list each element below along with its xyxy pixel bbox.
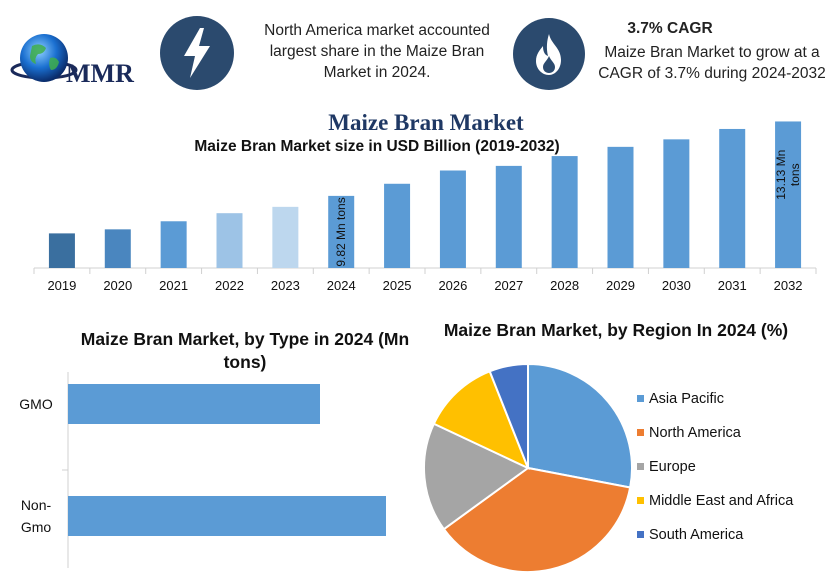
legend-swatch [637,395,644,402]
pie-slice-europe [423,422,530,531]
legend-label: South America [649,527,744,543]
legend-item: North America [637,425,742,441]
bar-2019 [48,233,75,268]
main-chart-title: Maize Bran Market [328,110,524,135]
x-tick-label: 2020 [103,278,132,293]
bar-2022 [216,213,243,268]
legend-label: Europe [649,459,696,475]
x-tick-label: 2019 [47,278,76,293]
legend-swatch [637,497,644,504]
bar-2028 [551,156,578,268]
legend-item: Europe [637,459,696,475]
main-chart-subtitle: Maize Bran Market size in USD Billion (2… [194,138,560,155]
mmr-logo: MMR [10,28,150,92]
bar-annotation: 13.13 Mn tons [774,150,802,200]
legend-item: Asia Pacific [637,391,724,407]
bar-2024 [328,195,355,268]
bar-2021 [160,221,187,268]
pie-slice-south-america [488,362,529,469]
x-tick-label: 2027 [494,278,523,293]
type-category-label: Non- [21,497,52,513]
lightning-bolt-icon [184,28,210,78]
x-tick-label: 2024 [327,278,356,293]
x-tick-label: 2029 [606,278,635,293]
x-tick-label: 2022 [215,278,244,293]
legend-swatch [637,531,644,538]
annotation-text: 9.82 Mn tons [334,197,348,266]
flame-badge [513,18,585,90]
globe-icon [20,34,68,82]
market-size-bar-chart: 2019 2020 2021 2022 2023 2024 2025 2026 2027 2028… [33,121,817,293]
bar-2031 [719,128,746,268]
legend-label: Middle East and Africa [649,493,794,509]
region-pie-chart: Asia Pacific North America Europe Middle Ea… [423,362,794,573]
bar-2020 [104,229,131,268]
bar-2025 [384,183,411,268]
x-tick-label: 2021 [159,278,188,293]
x-tick-label: 2023 [271,278,300,293]
cagr-note: Maize Bran Market to grow at a CAGR of 3… [598,44,826,82]
type-bar-gmo [68,384,320,424]
x-tick-label: 2030 [662,278,691,293]
annotation-text: tons [788,163,802,186]
pie-slice-north-america [442,466,632,573]
legend-swatch [637,429,644,436]
flame-icon [536,34,561,75]
x-tick-label: 2025 [383,278,412,293]
x-tick-label: 2032 [774,278,803,293]
cagr-title: 3.7% CAGR [627,20,713,37]
x-tick-label: 2031 [718,278,747,293]
legend-label: North America [649,425,742,441]
legend-swatch [637,463,644,470]
pie-slice-middle-east-and-africa [432,370,530,470]
pie-slice-asia-pacific [527,362,633,489]
legend-item: Middle East and Africa [637,493,794,509]
type-category-label: GMO [19,396,53,412]
logo-text: MMR [66,59,134,88]
bar-2029 [607,146,634,268]
x-tick-label: 2026 [438,278,467,293]
bar-2032 [775,121,802,268]
type-bar-non-gmo [68,496,386,536]
bar-2023 [272,206,299,268]
legend-label: Asia Pacific [649,391,724,407]
north-america-note: North America market accounted largest s… [264,22,490,81]
type-bar-chart: GMO Non- Gmo [19,372,386,568]
lightning-bolt-badge [160,16,234,90]
bar-2030 [663,139,690,268]
x-tick-label: 2028 [550,278,579,293]
legend-item: South America [637,527,744,543]
bar-2026 [439,170,466,268]
type-chart-title: Maize Bran Market, by Type in 2024 (Mn t… [80,329,410,372]
region-chart-title: Maize Bran Market, by Region In 2024 (%) [443,320,789,340]
bar-annotation: 9.82 Mn tons [334,197,348,266]
bar-2027 [495,165,522,268]
type-category-label: Gmo [21,519,52,535]
annotation-text: 13.13 Mn [774,150,788,200]
